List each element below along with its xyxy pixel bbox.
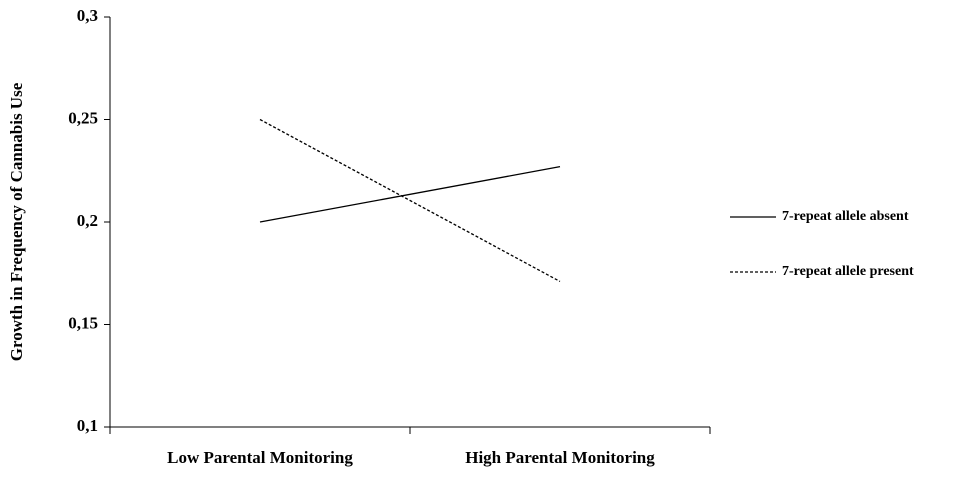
x-tick-label: Low Parental Monitoring [167, 448, 353, 467]
x-tick-label: High Parental Monitoring [465, 448, 655, 467]
legend-label: 7-repeat allele absent [782, 209, 909, 224]
y-tick-label: 0,1 [77, 416, 98, 435]
legend-label: 7-repeat allele present [782, 264, 914, 279]
y-tick-label: 0,15 [68, 313, 98, 332]
series-line [259, 118, 561, 283]
y-tick-label: 0,25 [68, 108, 98, 127]
y-axis-label: Growth in Frequency of Cannabis Use [7, 82, 26, 361]
y-tick-label: 0,2 [77, 211, 98, 230]
series-line [259, 166, 561, 223]
y-tick-label: 0,3 [77, 6, 98, 25]
